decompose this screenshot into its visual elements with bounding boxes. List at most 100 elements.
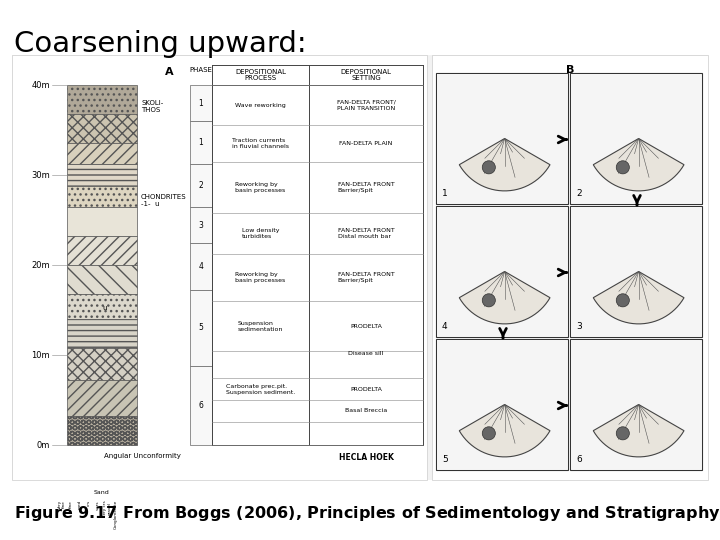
Bar <box>67 416 137 445</box>
Bar <box>190 85 212 121</box>
Text: PRODELTA: PRODELTA <box>350 387 382 392</box>
Circle shape <box>616 294 629 307</box>
Text: FAN-DELTA FRONT
Barrier/Spit: FAN-DELTA FRONT Barrier/Spit <box>338 272 395 283</box>
Text: Wave reworking: Wave reworking <box>235 103 286 107</box>
Text: A: A <box>166 67 174 77</box>
Polygon shape <box>593 404 684 457</box>
Text: fine: fine <box>69 500 73 508</box>
Bar <box>190 366 212 445</box>
Text: SKOLI-
THOS: SKOLI- THOS <box>141 100 163 113</box>
Text: very crs
gravel: very crs gravel <box>103 500 112 517</box>
Bar <box>436 73 568 204</box>
Bar <box>67 85 137 114</box>
Text: 2: 2 <box>199 181 203 190</box>
Text: Carbonate prec.pit.
Suspension sediment.: Carbonate prec.pit. Suspension sediment. <box>226 384 295 395</box>
Text: 4: 4 <box>199 262 204 271</box>
Circle shape <box>616 161 629 174</box>
Bar <box>436 206 568 337</box>
Circle shape <box>482 161 495 174</box>
Circle shape <box>482 294 495 307</box>
Text: 5: 5 <box>442 455 448 464</box>
Text: Reworking by
basin processes: Reworking by basin processes <box>235 182 286 193</box>
Text: FAN-DELTA FRONT
Distal mouth bar: FAN-DELTA FRONT Distal mouth bar <box>338 228 395 239</box>
Polygon shape <box>593 272 684 324</box>
Bar <box>571 340 701 469</box>
Text: DEPOSITIONAL
SETTING: DEPOSITIONAL SETTING <box>341 69 392 82</box>
Text: 10m: 10m <box>32 350 50 360</box>
Text: 0m: 0m <box>37 441 50 449</box>
Text: Basal Breccia: Basal Breccia <box>345 408 387 413</box>
Text: Angular Unconformity: Angular Unconformity <box>104 453 181 459</box>
Text: Reworking by
basin processes: Reworking by basin processes <box>235 272 286 283</box>
Polygon shape <box>459 138 550 191</box>
Bar <box>190 207 212 244</box>
Text: 1: 1 <box>199 138 203 147</box>
Bar <box>67 294 137 319</box>
Polygon shape <box>459 272 550 324</box>
Text: PHASE: PHASE <box>189 67 212 73</box>
Bar <box>67 186 137 207</box>
Bar <box>67 207 137 236</box>
Bar <box>67 319 137 348</box>
Text: 3: 3 <box>199 221 204 230</box>
Text: Disease sill: Disease sill <box>348 350 384 356</box>
Text: 6: 6 <box>576 455 582 464</box>
Text: B: B <box>566 65 574 75</box>
Bar <box>571 74 701 203</box>
Text: Low density
turbidites: Low density turbidites <box>242 228 279 239</box>
Bar <box>67 348 137 380</box>
Text: FAN-DELTA FRONT
Barrier/Spit: FAN-DELTA FRONT Barrier/Spit <box>338 182 395 193</box>
Bar <box>190 290 212 366</box>
Circle shape <box>482 427 495 440</box>
Bar <box>437 340 567 469</box>
Bar <box>190 121 212 164</box>
Bar <box>190 164 212 207</box>
Text: med: med <box>78 500 82 509</box>
Text: u: u <box>102 305 107 311</box>
Bar <box>67 380 137 416</box>
Text: 40m: 40m <box>32 80 50 90</box>
Bar <box>570 206 702 337</box>
Bar <box>67 114 137 143</box>
Bar <box>570 73 702 204</box>
Text: PRODELTA: PRODELTA <box>350 323 382 329</box>
Bar <box>67 143 137 164</box>
Text: HECLA HOEK: HECLA HOEK <box>338 453 393 462</box>
Polygon shape <box>593 138 684 191</box>
Text: Conglomerate: Conglomerate <box>114 500 118 529</box>
Text: 3: 3 <box>576 322 582 331</box>
Bar <box>436 339 568 470</box>
Text: 4: 4 <box>442 322 448 331</box>
Text: Sand: Sand <box>94 490 110 495</box>
Text: Coarsening upward:: Coarsening upward: <box>14 30 307 58</box>
Bar <box>67 236 137 265</box>
Bar <box>190 244 212 290</box>
Text: 2: 2 <box>576 189 582 198</box>
Text: 1: 1 <box>199 98 203 107</box>
Text: 20m: 20m <box>32 260 50 269</box>
Text: CHONDRITES
-1-  u: CHONDRITES -1- u <box>141 194 186 207</box>
Text: 30m: 30m <box>31 171 50 179</box>
Bar <box>437 207 567 336</box>
Text: FAN-DELTA FRONT/
PLAIN TRANSITION: FAN-DELTA FRONT/ PLAIN TRANSITION <box>336 100 395 111</box>
Bar <box>67 164 137 186</box>
Text: Traction currents
in fluvial channels: Traction currents in fluvial channels <box>232 138 289 149</box>
Text: crs: crs <box>87 500 91 506</box>
Bar <box>570 339 702 470</box>
Circle shape <box>616 427 629 440</box>
Bar <box>12 55 427 480</box>
Text: Very
fine: Very fine <box>58 500 66 509</box>
Text: 5: 5 <box>199 323 204 333</box>
Text: 1: 1 <box>442 189 448 198</box>
Bar <box>67 265 137 294</box>
Bar <box>571 207 701 336</box>
Polygon shape <box>459 404 550 457</box>
Text: DEPOSITIONAL
PROCESS: DEPOSITIONAL PROCESS <box>235 69 286 82</box>
Text: v.crs: v.crs <box>96 500 100 510</box>
Bar <box>12 55 708 480</box>
Text: 6: 6 <box>199 401 204 410</box>
Text: Suspension
sedimentation: Suspension sedimentation <box>238 321 283 332</box>
Text: Figure 9.17 From Boggs (2006), Principles of Sedimentology and Stratigraphy, 4$^: Figure 9.17 From Boggs (2006), Principle… <box>14 502 720 524</box>
Bar <box>432 55 708 480</box>
Text: FAN-DELTA PLAIN: FAN-DELTA PLAIN <box>339 141 392 146</box>
